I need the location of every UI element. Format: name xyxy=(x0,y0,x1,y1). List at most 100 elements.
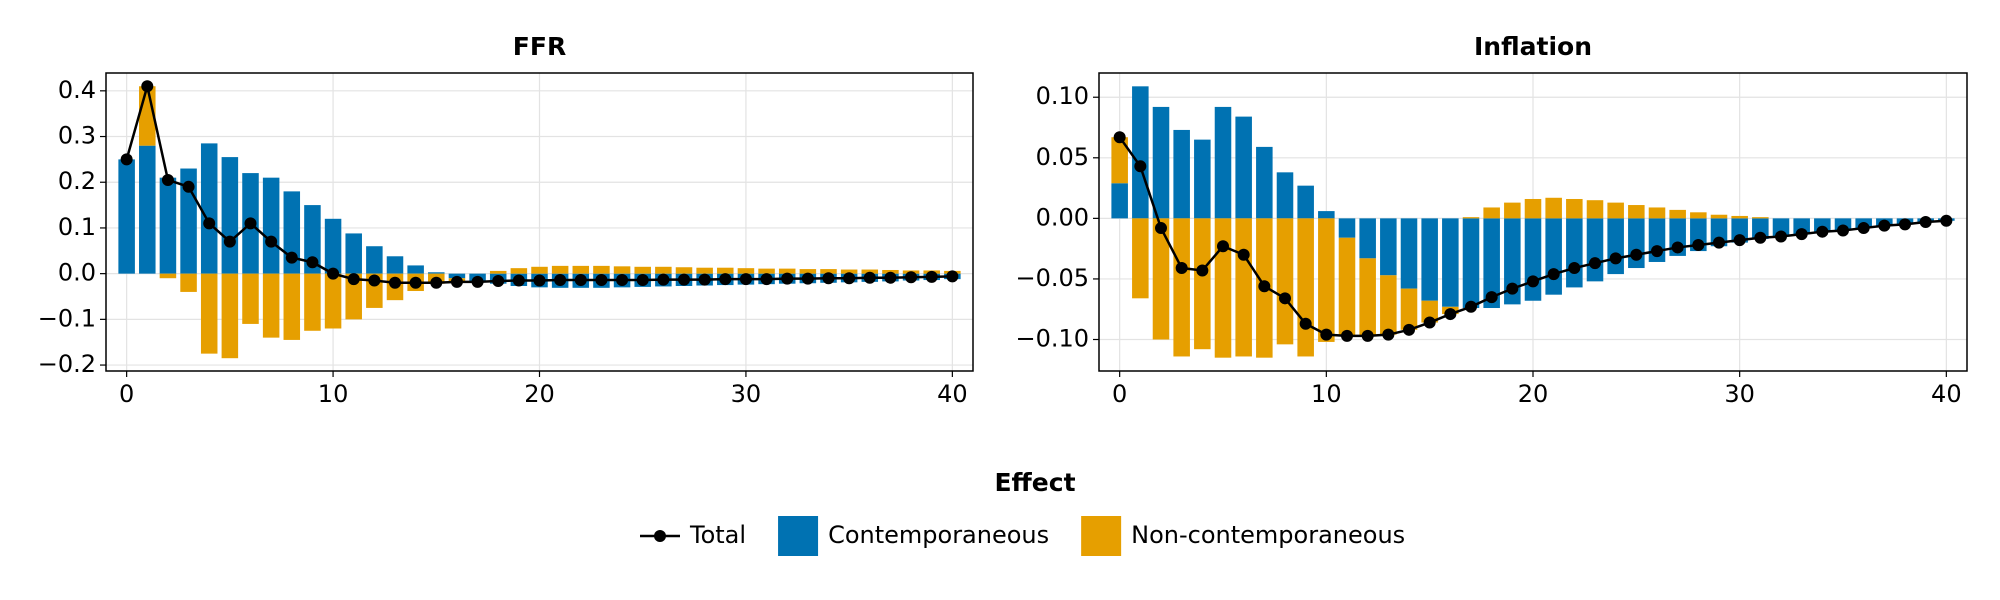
x-tick-label: 30 xyxy=(1724,380,1755,408)
x-tick-label: 40 xyxy=(1931,380,1962,408)
bar xyxy=(613,266,631,274)
bar xyxy=(1132,86,1149,219)
legend-swatch xyxy=(1081,516,1122,556)
x-tick-label: 0 xyxy=(119,380,134,408)
bar xyxy=(324,273,342,329)
bar xyxy=(1235,116,1252,219)
plot-frame xyxy=(1098,72,1968,372)
point xyxy=(822,272,835,285)
bar xyxy=(820,269,837,274)
point xyxy=(554,274,567,287)
bar xyxy=(1628,205,1645,219)
bar xyxy=(180,273,197,292)
legend-label: Contemporaneous xyxy=(828,521,1049,549)
bar xyxy=(1690,212,1707,219)
point xyxy=(1878,219,1891,232)
bar xyxy=(1607,218,1624,275)
bar xyxy=(531,266,548,274)
y-tick-label: −0.05 xyxy=(1015,264,1089,292)
bar xyxy=(262,177,280,274)
bar xyxy=(717,267,734,274)
point xyxy=(1258,280,1271,293)
point xyxy=(1113,131,1126,144)
point xyxy=(1444,308,1457,321)
point xyxy=(244,217,257,230)
legend-swatch xyxy=(654,530,666,542)
bar xyxy=(861,269,879,274)
bar xyxy=(696,267,713,274)
bar xyxy=(1566,218,1583,288)
point xyxy=(1713,236,1725,249)
x-tick-label: 10 xyxy=(1311,380,1342,408)
point xyxy=(1299,317,1312,330)
y-tick-label: −0.2 xyxy=(38,350,96,378)
legend-item: Non-contemporaneous xyxy=(1081,516,1405,556)
x-tick-label: 20 xyxy=(524,380,555,408)
bar xyxy=(1545,218,1562,295)
bar xyxy=(1524,198,1542,219)
point xyxy=(161,173,174,186)
bar xyxy=(1152,106,1170,219)
bar xyxy=(345,273,362,320)
point xyxy=(925,270,938,283)
bar xyxy=(242,273,259,324)
point xyxy=(946,270,959,283)
y-tick-label: 0.10 xyxy=(1036,82,1089,110)
bar xyxy=(1318,211,1335,219)
point xyxy=(1671,241,1684,254)
bar xyxy=(1648,207,1666,219)
y-tick-label: 0.3 xyxy=(58,122,96,150)
point xyxy=(1506,282,1519,295)
point xyxy=(1754,231,1767,244)
bar xyxy=(139,145,156,274)
x-tick-label: 10 xyxy=(318,380,349,408)
bar xyxy=(221,157,239,274)
y-tick-label: 0.2 xyxy=(58,167,96,195)
point xyxy=(1527,275,1539,288)
y-tick-label: 0.1 xyxy=(58,213,96,241)
point xyxy=(739,273,752,286)
point xyxy=(1940,214,1953,227)
point xyxy=(1857,222,1870,235)
bar xyxy=(675,267,693,274)
bar xyxy=(1111,137,1128,184)
point xyxy=(1403,323,1415,336)
bar xyxy=(840,269,858,274)
bar xyxy=(1214,218,1232,358)
point xyxy=(843,272,856,285)
bar xyxy=(1338,218,1356,238)
point xyxy=(120,153,133,166)
legend-label: Non-contemporaneous xyxy=(1131,521,1405,549)
bar xyxy=(1214,106,1232,219)
bar xyxy=(1276,218,1294,345)
point xyxy=(1692,239,1705,252)
point xyxy=(760,273,773,286)
bar xyxy=(655,266,672,274)
bar xyxy=(1586,218,1604,282)
bar xyxy=(1421,218,1438,301)
point xyxy=(492,274,505,287)
y-tick-label: −0.10 xyxy=(1015,325,1089,353)
bar xyxy=(428,272,445,274)
bar xyxy=(1297,185,1314,219)
x-tick-label: 0 xyxy=(1112,380,1127,408)
point xyxy=(1485,291,1498,304)
point xyxy=(1899,218,1911,231)
bar xyxy=(1483,207,1500,219)
point xyxy=(223,235,236,248)
bar xyxy=(304,205,321,274)
point xyxy=(781,272,794,285)
bar xyxy=(1235,218,1252,357)
bar xyxy=(758,268,775,274)
bar xyxy=(1318,218,1335,342)
point xyxy=(471,275,484,288)
bar xyxy=(799,269,817,274)
point xyxy=(1547,268,1560,281)
legend-item: Contemporaneous xyxy=(778,516,1049,556)
bar xyxy=(1524,218,1542,301)
point xyxy=(884,271,897,284)
bar xyxy=(1380,218,1397,276)
bar xyxy=(1586,200,1604,219)
point xyxy=(1919,216,1932,228)
bar xyxy=(1462,218,1480,309)
